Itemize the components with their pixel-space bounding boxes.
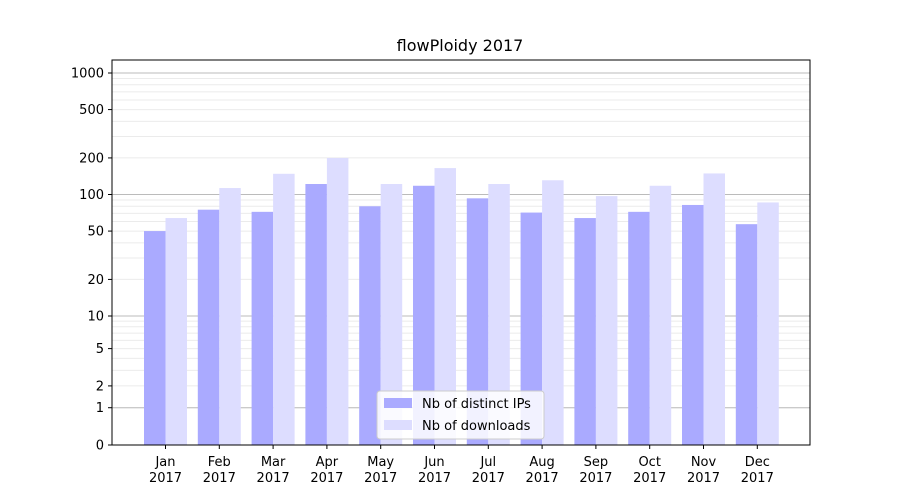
bar [520,212,543,445]
y-tick-label: 5 [96,342,104,357]
y-axis: 0 1 2 5 10 20 50 100 200 500 1000 [71,67,112,454]
y-tick-label: 500 [79,103,104,118]
bar [595,196,618,445]
x-tick-label-year: 2017 [526,471,559,486]
x-tick-label-month: Feb [208,455,231,470]
x-tick-label-year: 2017 [418,471,451,486]
bar [757,202,779,445]
bar [735,224,758,445]
legend-swatch [384,398,412,408]
legend-swatch [384,420,412,430]
bar [413,185,435,445]
bar [574,218,596,445]
x-tick-label-year: 2017 [741,471,774,486]
x-tick-label-month: May [367,455,394,470]
x-tick-label-year: 2017 [257,471,290,486]
bar [466,198,489,445]
x-tick-label-month: Nov [691,455,717,470]
x-tick-label-month: Dec [745,455,770,470]
legend: Nb of distinct IPs Nb of downloads [376,390,545,440]
chart-title: flowPloidy 2017 [397,36,524,55]
bar [682,204,704,445]
x-axis: Jan2017Feb2017Mar2017Apr2017May2017Jun20… [149,445,774,486]
bar [305,184,327,446]
bar [219,188,241,445]
x-tick-label-month: Jul [479,455,496,470]
y-tick-label: 20 [87,273,104,288]
bar [273,173,295,445]
y-tick-label: 0 [96,439,104,454]
bar [197,209,220,445]
bar [628,211,650,445]
x-tick-label-year: 2017 [310,471,343,486]
bar [326,157,349,445]
x-tick-label-year: 2017 [579,471,612,486]
x-tick-label-month: Oct [638,455,660,470]
bar [542,180,564,446]
y-tick-label: 1000 [71,67,104,82]
y-tick-label: 50 [87,225,104,240]
x-tick-label-month: Apr [316,455,339,470]
y-tick-label: 1 [96,401,104,416]
x-tick-label-month: Aug [529,455,554,470]
bar [434,168,456,446]
x-tick-label-year: 2017 [203,471,236,486]
legend-label: Nb of downloads [422,419,531,434]
plot-frame [111,59,811,446]
bars [144,157,779,446]
y-tick-label: 100 [79,188,104,203]
y-tick-label: 10 [87,310,104,325]
bar [488,184,510,446]
x-tick-label-year: 2017 [687,471,720,486]
bar [165,218,187,445]
x-tick-label-year: 2017 [472,471,505,486]
x-tick-label-month: Sep [584,455,609,470]
x-tick-label-year: 2017 [633,471,666,486]
x-tick-label-month: Mar [261,455,286,470]
bar [380,184,403,446]
legend-box [376,390,545,440]
bar [649,185,672,445]
bar [703,173,725,445]
x-tick-label-year: 2017 [364,471,397,486]
legend-label: Nb of distinct IPs [422,397,531,412]
x-tick-label-month: Jun [423,455,444,470]
x-tick-label-month: Jan [154,455,175,470]
bar [144,231,166,445]
y-tick-label: 200 [79,151,104,166]
y-tick-label: 2 [96,379,104,394]
bar [251,211,274,445]
bar [359,206,381,445]
x-tick-label-year: 2017 [149,471,182,486]
